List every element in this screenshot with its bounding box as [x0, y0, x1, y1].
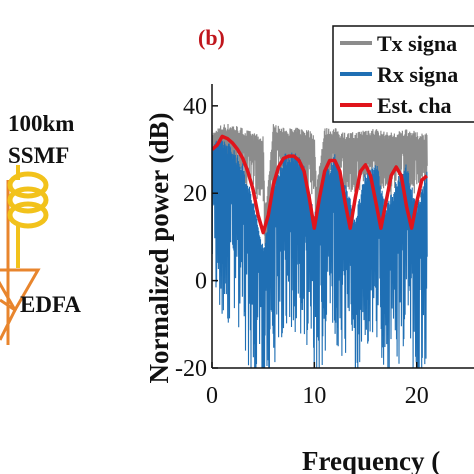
y-tick-label: 20 — [183, 181, 207, 207]
plot-area — [212, 123, 429, 368]
panel-label: (b) — [198, 25, 225, 50]
y-axis-label: Normalized power (dB) — [144, 113, 174, 384]
spectrum-chart: (b) Normalized power (dB) Frequency ( -2… — [144, 25, 474, 474]
series-rx-line — [212, 137, 428, 368]
x-tick-label: 20 — [405, 383, 429, 409]
fiber-spool-icon — [7, 171, 49, 229]
amplifier-icon-lower — [0, 298, 17, 341]
legend: Tx signa Rx signa Est. cha — [332, 25, 474, 123]
x-axis-label: Frequency ( — [302, 446, 440, 474]
amplifier-icon — [0, 268, 41, 314]
link-schematic: 100km SSMF EDFA — [0, 111, 81, 345]
legend-entry-label: Rx signa — [377, 62, 458, 87]
y-tick-label: 0 — [195, 269, 207, 295]
x-tick-label: 10 — [302, 383, 326, 409]
series-est-channel-line — [212, 134, 429, 235]
legend-entry-label: Tx signa — [377, 31, 457, 56]
y-tick-label: 40 — [183, 94, 207, 120]
legend-entry-label: Est. cha — [377, 93, 452, 118]
amplifier-label: EDFA — [20, 292, 81, 317]
fiber-length-label: 100km — [8, 111, 74, 136]
x-tick-label: 0 — [206, 383, 218, 409]
fiber-type-label: SSMF — [8, 143, 69, 168]
y-tick-label: -20 — [175, 356, 207, 382]
